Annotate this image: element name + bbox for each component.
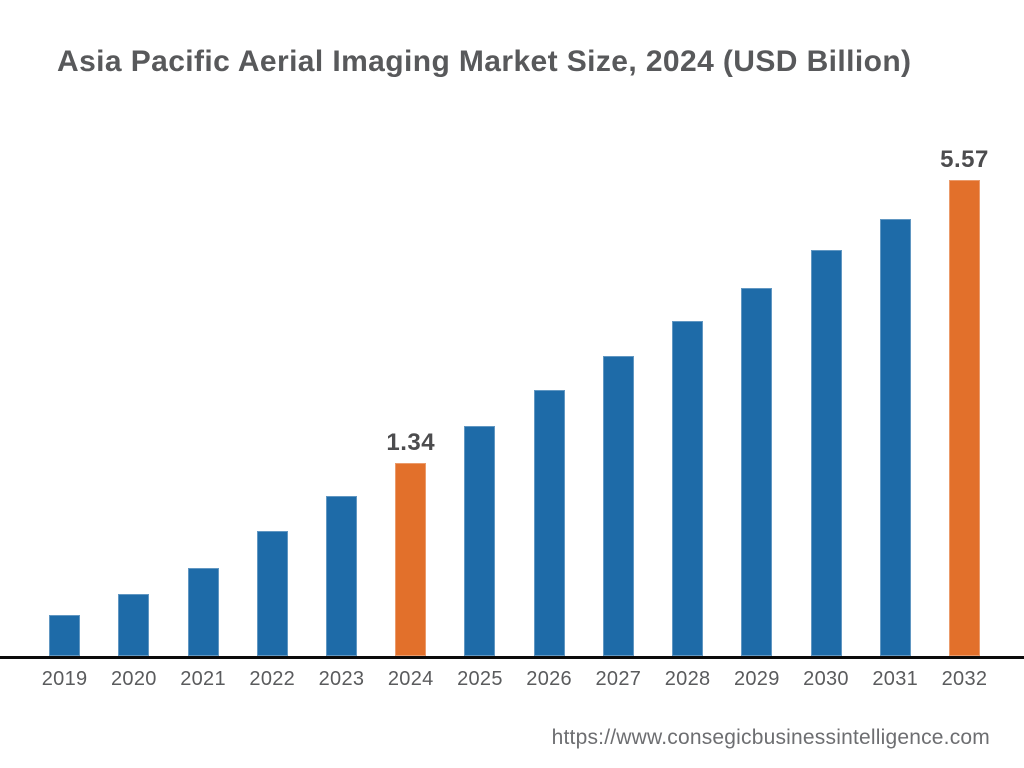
bar-2025 <box>464 426 496 656</box>
source-url-link[interactable]: https://www.consegicbusinessintelligence… <box>551 726 990 749</box>
bar-2019 <box>49 615 81 656</box>
x-tick-2020: 2020 <box>110 668 157 690</box>
bar-column-2027 <box>584 140 653 656</box>
bar-column-2030 <box>791 140 860 656</box>
data-label-2024: 1.34 <box>386 429 436 456</box>
chart-title: Asia Pacific Aerial Imaging Market Size,… <box>57 45 912 78</box>
bar-2020 <box>118 594 150 656</box>
x-tick-2027: 2027 <box>595 668 642 690</box>
bar-2032 <box>948 180 980 656</box>
bar-column-2019 <box>30 140 99 656</box>
bar-2031 <box>879 219 911 656</box>
bar-column-2023 <box>307 140 376 656</box>
bar-column-2025 <box>445 140 514 656</box>
bar-column-2026 <box>515 140 584 656</box>
bar-2022 <box>256 531 288 656</box>
x-tick-2019: 2019 <box>41 668 88 690</box>
bar-column-2031 <box>861 140 930 656</box>
x-tick-2028: 2028 <box>664 668 711 690</box>
x-tick-2029: 2029 <box>733 668 780 690</box>
x-tick-2023: 2023 <box>318 668 365 690</box>
bar-column-2028 <box>653 140 722 656</box>
x-tick-2032: 2032 <box>941 668 988 690</box>
bar-2030 <box>810 250 842 656</box>
bar-column-2020 <box>99 140 168 656</box>
bar-column-2022 <box>238 140 307 656</box>
bar-column-2032: 5.57 <box>930 140 999 656</box>
bar-2023 <box>325 496 357 656</box>
x-tick-2024: 2024 <box>387 668 434 690</box>
bar-2021 <box>187 568 219 656</box>
bar-2027 <box>602 356 634 656</box>
bar-2028 <box>672 321 704 656</box>
x-tick-2026: 2026 <box>526 668 572 690</box>
x-tick-2030: 2030 <box>803 668 849 690</box>
bar-column-2024: 1.34 <box>376 140 445 656</box>
plot-area: 1.34 5.57 <box>30 140 999 656</box>
x-axis-line <box>0 656 1024 659</box>
x-axis-labels: 2019 2020 2021 2022 2023 2024 2025 2026 2027 2028… <box>30 668 999 691</box>
bar-2026 <box>533 390 565 656</box>
x-tick-2025: 2025 <box>457 668 503 690</box>
bar-2029 <box>741 288 773 656</box>
x-tick-2022: 2022 <box>249 668 296 690</box>
x-tick-2031: 2031 <box>872 668 919 690</box>
bar-column-2021 <box>168 140 237 656</box>
bar-column-2029 <box>722 140 791 656</box>
data-label-2032: 5.57 <box>940 146 989 173</box>
bar-2024 <box>395 463 427 656</box>
x-tick-2021: 2021 <box>180 668 226 690</box>
